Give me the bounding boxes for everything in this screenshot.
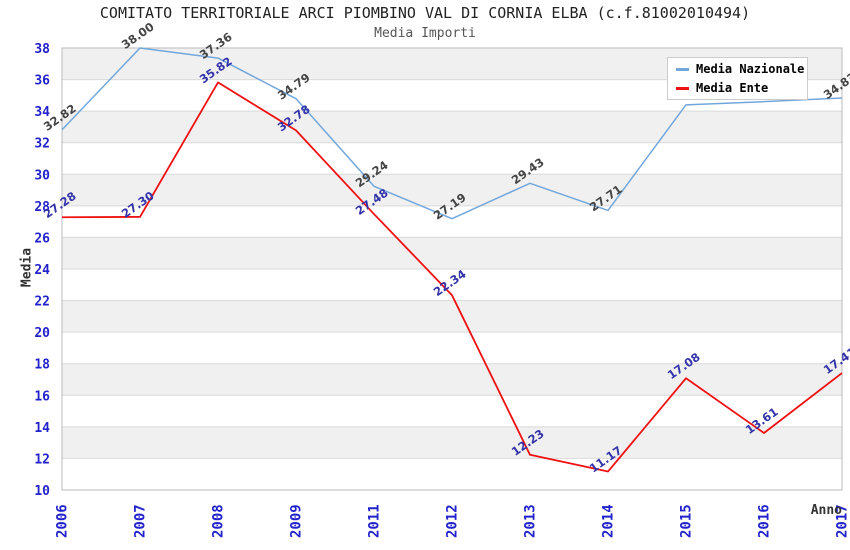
- y-tick-label: 16: [34, 389, 50, 404]
- y-tick-label: 14: [34, 421, 50, 436]
- plot-band: [62, 426, 842, 459]
- y-axis-title: Media: [19, 247, 35, 288]
- series-line-media-nazionale: [61, 47, 843, 220]
- plot-band: [62, 300, 842, 333]
- chart-subtitle: Media Importi: [374, 26, 476, 41]
- legend-swatch-nazionale: [676, 67, 689, 71]
- legend-item-media-ente: Media Ente: [676, 81, 807, 95]
- legend: Media Nazionale Media Ente: [667, 57, 808, 100]
- plot-band: [62, 363, 842, 396]
- x-tick-label: 2009: [289, 504, 305, 538]
- x-tick-label: 2016: [757, 504, 773, 538]
- y-tick-label: 28: [34, 200, 50, 215]
- y-tick-label: 36: [34, 74, 50, 89]
- y-tick-label: 32: [34, 137, 50, 152]
- legend-label-nazionale: Media Nazionale: [696, 62, 805, 76]
- x-tick-label: 2013: [523, 504, 539, 538]
- y-tick-label: 12: [34, 452, 50, 467]
- x-tick-label: 2017: [835, 504, 850, 538]
- y-tick-label: 10: [34, 484, 50, 499]
- legend-label-ente: Media Ente: [696, 81, 769, 95]
- data-label: 17.41: [821, 345, 850, 377]
- series-line-media-ente: [61, 81, 843, 473]
- plot-band: [62, 237, 842, 269]
- y-tick-label: 26: [34, 231, 50, 246]
- x-tick-label: 2015: [679, 504, 695, 538]
- x-axis-title: Anno: [810, 503, 842, 518]
- data-label: 22.34: [431, 267, 469, 299]
- y-tick-label: 18: [34, 358, 50, 373]
- y-tick-label: 38: [34, 42, 50, 57]
- y-tick-label: 34: [34, 105, 50, 120]
- y-tick-label: 20: [34, 326, 50, 341]
- y-tick-label: 24: [34, 263, 50, 278]
- legend-swatch-ente: [676, 86, 689, 90]
- plot-border: [61, 47, 843, 491]
- x-tick-label: 2008: [211, 504, 227, 538]
- x-tick-label: 2014: [601, 504, 617, 538]
- chart-title: COMITATO TERRITORIALE ARCI PIOMBINO VAL …: [99, 4, 751, 22]
- plot-band: [62, 111, 842, 143]
- y-tick-label: 30: [34, 168, 50, 183]
- legend-item-media-nazionale: Media Nazionale: [676, 62, 807, 76]
- x-tick-label: 2011: [367, 504, 383, 538]
- x-tick-label: 2012: [445, 504, 461, 538]
- y-tick-label: 22: [34, 295, 50, 310]
- plot-band: [62, 174, 842, 206]
- x-tick-label: 2006: [55, 504, 71, 538]
- x-tick-label: 2007: [133, 504, 149, 538]
